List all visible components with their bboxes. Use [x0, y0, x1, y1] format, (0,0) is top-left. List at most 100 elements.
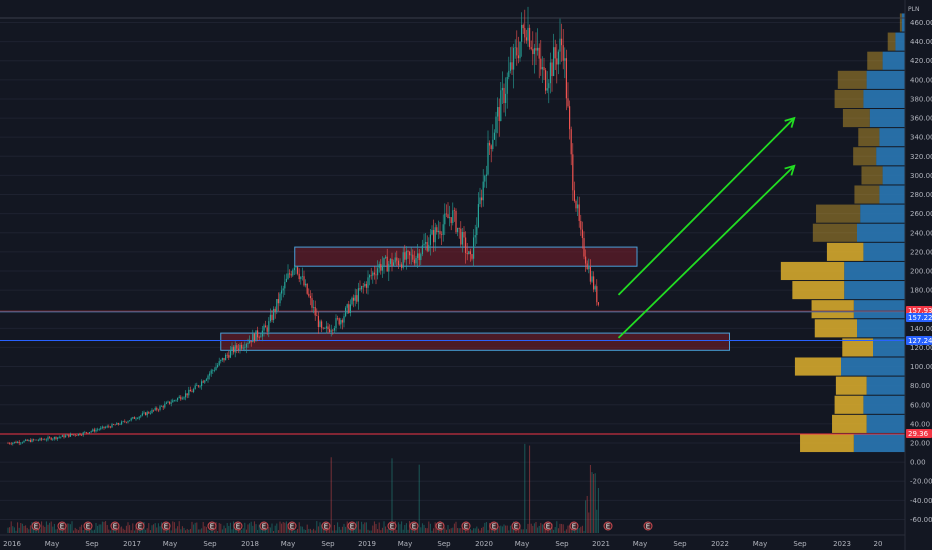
candle-body — [92, 429, 94, 432]
candle-body — [209, 373, 211, 376]
candle-body — [317, 316, 319, 328]
volume-bar — [180, 529, 182, 533]
volume-bar — [463, 530, 465, 533]
volume-profile-up — [842, 109, 870, 128]
volume-bar — [293, 530, 295, 533]
candle-body — [441, 234, 443, 235]
volume-bar — [100, 524, 102, 533]
candle-body — [461, 232, 463, 245]
candle-body — [373, 272, 375, 275]
volume-bar — [365, 522, 367, 533]
volume-bar — [175, 528, 177, 533]
volume-bar — [153, 524, 155, 533]
earnings-marker-letter: E — [514, 523, 518, 531]
candle-body — [172, 400, 174, 403]
volume-bar — [141, 528, 143, 533]
volume-bar — [209, 530, 211, 533]
candle-body — [516, 47, 518, 56]
volume-bar — [429, 523, 431, 533]
candle-body — [106, 426, 108, 428]
candle-body — [316, 315, 318, 317]
candle-body — [154, 407, 156, 411]
candle-body — [65, 435, 67, 438]
candle-body — [548, 83, 550, 89]
volume-bar — [13, 527, 15, 533]
candle-body — [29, 440, 31, 442]
volume-bar — [77, 530, 79, 533]
candle-body — [471, 254, 473, 259]
volume-bar — [45, 521, 47, 533]
time-tick-label: 2019 — [358, 540, 376, 548]
volume-bar — [309, 528, 311, 533]
volume-profile-up — [837, 70, 867, 89]
volume-bar — [580, 526, 582, 533]
earnings-marker-icon — [461, 521, 471, 531]
price-tick-label: 400.00 — [910, 76, 932, 84]
candle-body — [9, 443, 11, 444]
volume-bar — [359, 529, 361, 533]
volume-profile-down — [841, 357, 905, 376]
earnings-marker-letter: E — [646, 523, 650, 531]
candle-body — [385, 256, 387, 258]
volume-bar — [301, 526, 303, 533]
candle-body — [156, 407, 158, 410]
candle-body — [77, 433, 79, 436]
earnings-marker-icon — [57, 521, 67, 531]
candle-body — [98, 429, 100, 430]
volume-bar — [436, 528, 438, 533]
candle-body — [586, 263, 588, 270]
candle-body — [133, 417, 135, 419]
candle-body — [250, 340, 252, 343]
volume-bar — [329, 526, 331, 533]
earnings-marker-icon — [110, 521, 120, 531]
candle-body — [455, 210, 457, 233]
candle-body — [93, 429, 95, 432]
candle-body — [597, 302, 599, 305]
candle-body — [362, 285, 364, 287]
candle-body — [575, 201, 577, 209]
candle-body — [170, 402, 172, 404]
candle-body — [492, 139, 494, 149]
volume-bar — [68, 523, 70, 533]
candle-body — [465, 237, 467, 253]
candle-body — [559, 38, 561, 52]
price-tick-label: 360.00 — [910, 115, 932, 123]
volume-bar — [489, 522, 491, 533]
candle-body — [490, 145, 492, 149]
price-tick-label: -20.00 — [910, 478, 932, 486]
volume-bar — [380, 530, 382, 533]
price-tick-label: 420.00 — [910, 57, 932, 65]
volume-profile-up — [816, 204, 861, 223]
volume-bar — [444, 527, 446, 533]
candle-body — [10, 443, 12, 445]
volume-bar — [119, 527, 121, 533]
volume-bar — [218, 522, 220, 533]
trend-arrow — [617, 117, 795, 296]
candle-body — [330, 330, 332, 332]
candle-body — [145, 412, 147, 416]
volume-bar — [471, 530, 473, 533]
candle-body — [338, 318, 340, 325]
volume-bar — [340, 529, 342, 533]
candle-body — [12, 442, 14, 444]
candle-body — [423, 243, 425, 246]
candle-body — [442, 224, 444, 235]
candle-body — [402, 252, 404, 268]
candle-body — [85, 432, 87, 433]
volume-bar — [122, 528, 124, 533]
price-tick-label: 100.00 — [910, 363, 932, 371]
volume-bar — [356, 521, 358, 533]
volume-bar — [453, 523, 455, 533]
volume-bar — [177, 526, 179, 533]
volume-bar — [325, 528, 327, 533]
volume-bar — [49, 522, 51, 533]
candle-body — [401, 264, 403, 268]
candle-body — [405, 250, 407, 260]
candle-body — [292, 270, 294, 276]
candle-body — [169, 401, 171, 404]
candle-body — [468, 251, 470, 255]
candle-body — [581, 229, 583, 239]
volume-bar — [401, 521, 403, 533]
candle-body — [540, 58, 542, 70]
